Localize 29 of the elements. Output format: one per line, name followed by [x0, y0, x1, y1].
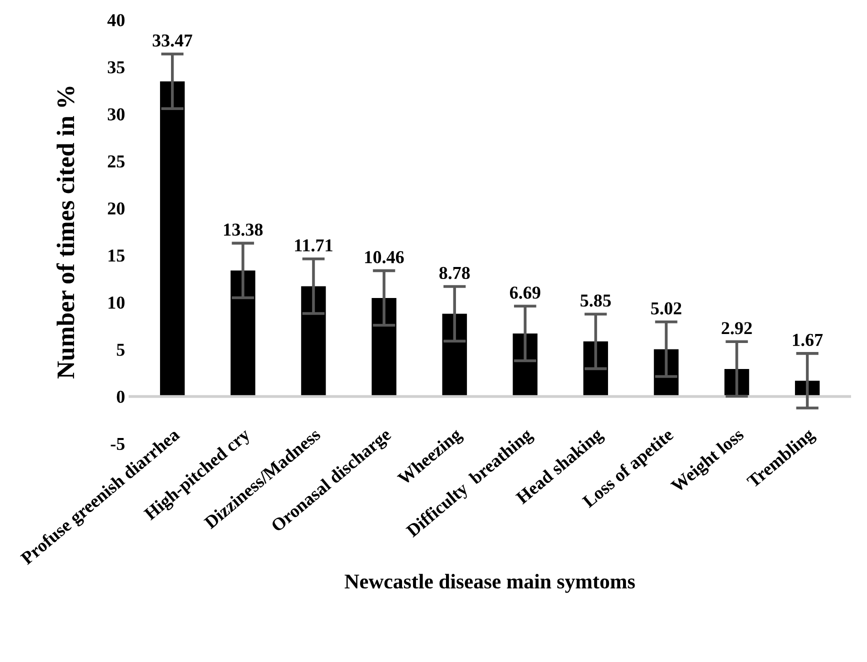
- data-label: 5.02: [651, 302, 682, 315]
- data-label: 10.46: [365, 251, 404, 264]
- y-tick-label: -5: [110, 438, 125, 450]
- y-tick-label: 10: [108, 296, 124, 309]
- y-tick-label: 15: [108, 250, 125, 262]
- y-tick-label: 25: [108, 155, 125, 168]
- y-tick-label: 0: [116, 390, 124, 403]
- y-axis-title: Number of times cited in %: [56, 86, 74, 379]
- data-label: 6.69: [510, 286, 540, 299]
- data-label: 1.67: [792, 334, 823, 346]
- y-tick-label: 20: [108, 202, 124, 215]
- data-label: 33.47: [152, 34, 192, 47]
- bar: [301, 286, 326, 396]
- y-tick-label: 30: [108, 108, 124, 120]
- y-tick-label: 5: [116, 344, 125, 356]
- bar: [442, 314, 467, 396]
- data-label: 8.78: [439, 266, 470, 280]
- y-tick-label: 35: [108, 61, 125, 74]
- data-label: 13.38: [224, 224, 263, 236]
- data-label: 5.85: [580, 294, 611, 307]
- data-label: 2.92: [722, 322, 752, 334]
- bar: [512, 333, 538, 396]
- bar: [372, 298, 396, 396]
- bar: [160, 81, 185, 396]
- bar: [230, 270, 256, 396]
- data-label: 11.71: [295, 239, 332, 252]
- y-tick-label: 40: [107, 14, 124, 26]
- bar: [583, 341, 608, 396]
- x-axis-title: Newcastle disease main symtoms: [344, 574, 635, 593]
